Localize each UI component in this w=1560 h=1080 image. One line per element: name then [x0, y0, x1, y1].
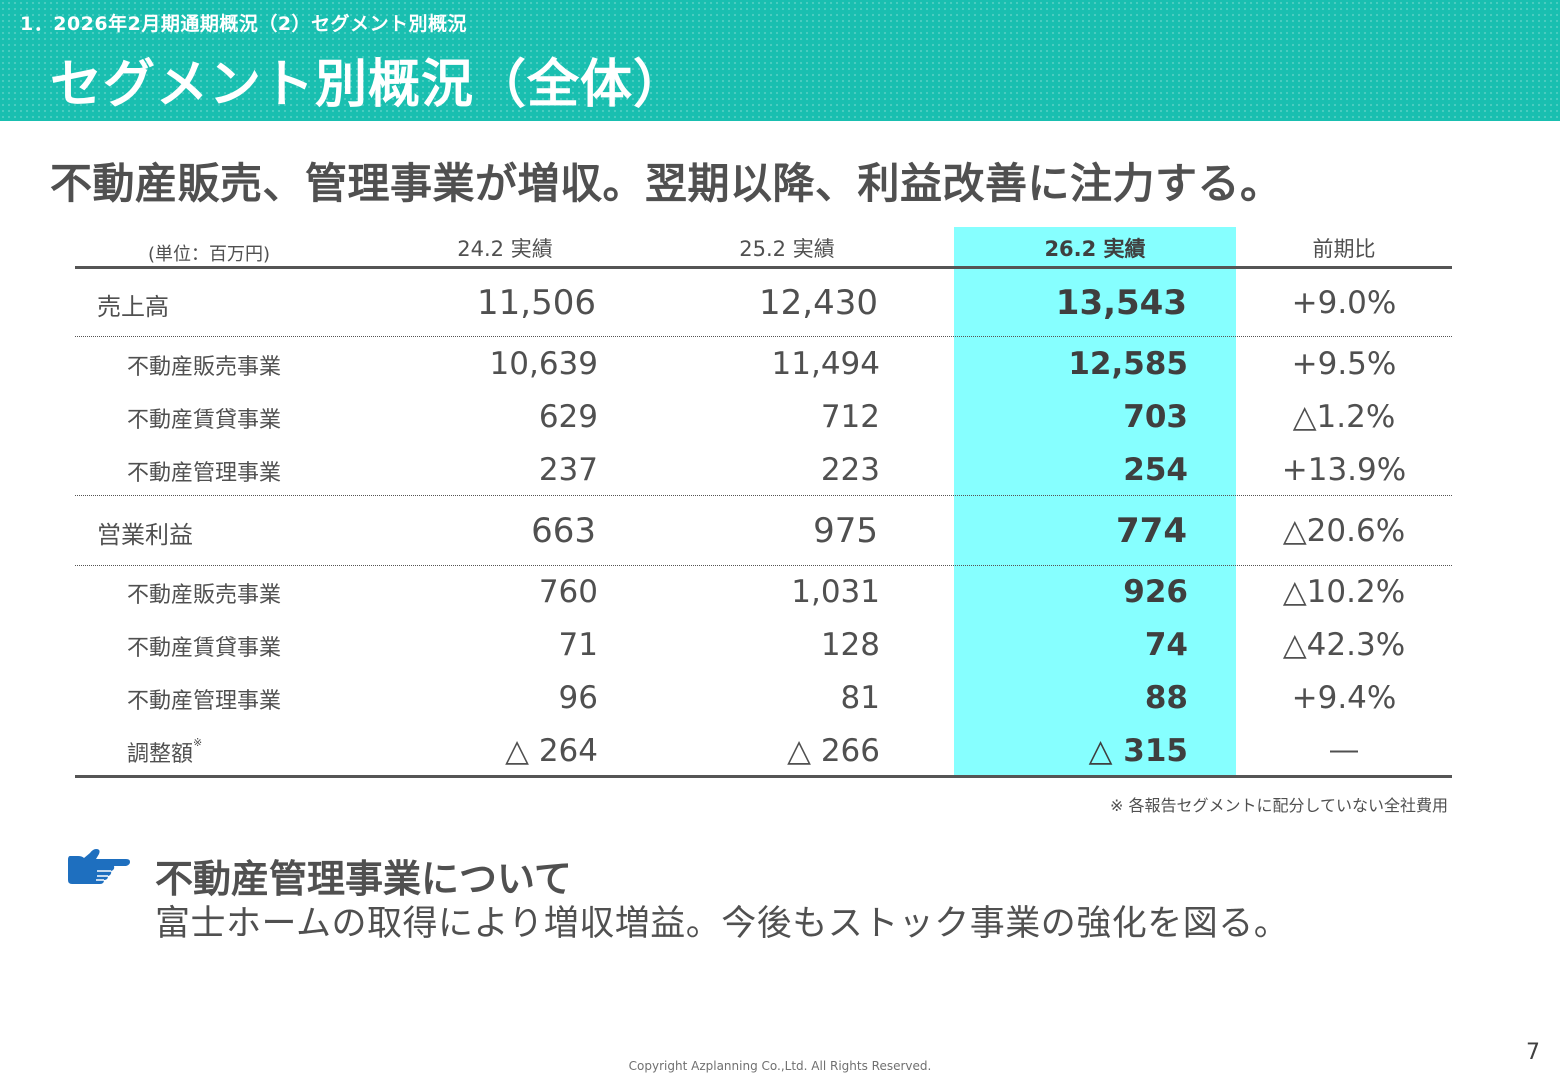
row-label: 不動産管理事業: [127, 689, 282, 714]
breadcrumb: 1．2026年2月期通期概況（2）セグメント別概況: [20, 13, 468, 35]
row-divider: [75, 495, 1452, 496]
unit-label: (単位：百万円): [148, 244, 271, 265]
row-label: 不動産管理事業: [127, 461, 282, 486]
pointing-hand-icon: [66, 846, 132, 892]
value-fy24: 71: [558, 627, 598, 663]
page-number: 7: [1526, 1040, 1540, 1065]
value-fy24: 663: [531, 511, 596, 551]
note-mark: ※: [193, 736, 203, 749]
row-label: 営業利益: [97, 521, 193, 549]
value-fy26: 926: [1123, 574, 1188, 610]
value-fy25: 128: [820, 627, 880, 663]
value-fy26: 13,543: [1055, 283, 1187, 323]
row-label-text: 調整額: [127, 742, 194, 767]
column-header-change: 前期比: [1312, 237, 1376, 261]
value-fy25: 81: [840, 680, 880, 716]
value-fy25: 11,494: [771, 346, 880, 382]
column-header-fy26: 26.2 実績: [1044, 237, 1146, 261]
value-fy26: 254: [1123, 452, 1188, 488]
row-label: 売上高: [97, 293, 169, 321]
table-footnote: ※ 各報告セグメントに配分していない全社費用: [1109, 796, 1448, 815]
change-value: +9.0%: [1291, 285, 1397, 321]
highlight-column: [954, 227, 1236, 777]
row-divider: [75, 565, 1452, 566]
section-body: 富士ホームの取得により増収増益。今後もストック事業の強化を図る。: [155, 904, 1290, 944]
change-value: ―: [1330, 733, 1358, 766]
page-title: セグメント別概況（全体）: [50, 55, 687, 115]
value-fy24: 237: [538, 452, 598, 488]
value-fy25: 712: [820, 399, 880, 435]
value-fy26: 703: [1123, 399, 1188, 435]
change-value: △1.2%: [1292, 399, 1396, 435]
change-value: +13.9%: [1281, 452, 1407, 488]
table-top-rule: [75, 266, 1452, 269]
value-fy24: 11,506: [477, 283, 596, 323]
row-label: 調整額※: [127, 736, 202, 768]
value-fy24: 96: [558, 680, 598, 716]
value-fy25: 12,430: [759, 283, 878, 323]
headline: 不動産販売、管理事業が増収。翌期以降、利益改善に注力する。: [50, 159, 1283, 208]
value-fy24: △ 264: [505, 733, 598, 769]
change-value: +9.5%: [1291, 346, 1397, 382]
section-title: 不動産管理事業について: [155, 857, 572, 901]
change-value: +9.4%: [1291, 680, 1397, 716]
value-fy25: 223: [820, 452, 880, 488]
value-fy26: 774: [1116, 511, 1187, 551]
table-bottom-rule: [75, 775, 1452, 778]
value-fy26: 74: [1144, 627, 1188, 663]
change-value: △20.6%: [1282, 513, 1406, 549]
row-label: 不動産賃貸事業: [127, 636, 282, 661]
column-header-fy24: 24.2 実績: [457, 237, 553, 261]
value-fy26: 12,585: [1068, 346, 1188, 382]
value-fy24: 760: [538, 574, 598, 610]
column-header-fy25: 25.2 実績: [739, 237, 835, 261]
value-fy26: 88: [1144, 680, 1188, 716]
change-value: △10.2%: [1282, 574, 1406, 610]
row-divider: [75, 336, 1452, 337]
row-label: 不動産販売事業: [127, 355, 282, 380]
header-banner: 1．2026年2月期通期概況（2）セグメント別概況 セグメント別概況（全体）: [0, 0, 1560, 121]
value-fy24: 629: [538, 399, 598, 435]
value-fy26: △ 315: [1088, 733, 1188, 769]
value-fy25: △ 266: [787, 733, 880, 769]
change-value: △42.3%: [1282, 627, 1406, 663]
row-label: 不動産賃貸事業: [127, 408, 282, 433]
value-fy25: 1,031: [791, 574, 880, 610]
row-label: 不動産販売事業: [127, 583, 282, 608]
value-fy25: 975: [813, 511, 878, 551]
copyright: Copyright Azplanning Co.,Ltd. All Rights…: [628, 1059, 932, 1073]
value-fy24: 10,639: [489, 346, 598, 382]
